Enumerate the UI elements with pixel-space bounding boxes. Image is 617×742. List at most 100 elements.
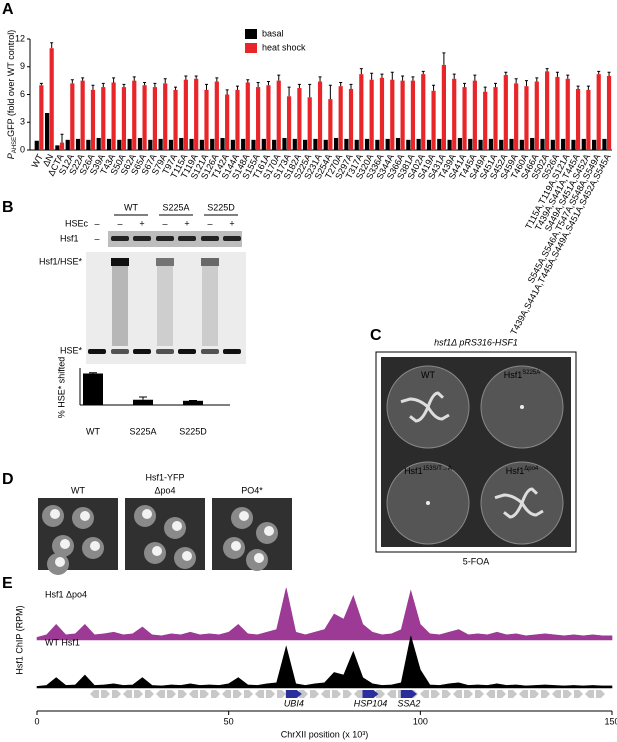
bar: [488, 138, 494, 150]
bar: [75, 138, 81, 150]
gene-arrow: [530, 690, 539, 698]
bar: [354, 139, 359, 150]
bar: [292, 138, 297, 150]
bar: [163, 83, 168, 150]
bar: [431, 90, 436, 150]
bar: [245, 82, 250, 150]
panel-label: C: [370, 327, 382, 344]
free-probe: [111, 349, 129, 354]
error-bar: [555, 71, 559, 77]
x-tick-label: S225A: [129, 426, 156, 436]
error-bar: [50, 42, 54, 49]
gene-arrow: [222, 690, 231, 698]
bar: [317, 81, 323, 150]
error-bar: [184, 75, 188, 80]
nucleus: [182, 551, 192, 561]
x-tick-label: 0: [34, 716, 39, 726]
bar: [561, 138, 566, 150]
error-bar: [566, 74, 570, 79]
bar: [65, 139, 70, 150]
error-bar: [122, 83, 126, 88]
error-bar: [287, 86, 291, 97]
bar: [90, 89, 96, 150]
gene-highlight: [285, 690, 302, 698]
error-bar: [194, 75, 198, 79]
free-probe: [133, 349, 151, 354]
gene-arrow: [376, 690, 385, 698]
bar: [338, 86, 343, 150]
bar: [426, 139, 432, 150]
streak: [426, 406, 450, 421]
gene-arrow: [156, 690, 165, 698]
y-tick-label: 12: [15, 33, 25, 43]
spot: [426, 501, 430, 505]
error-bar: [174, 86, 178, 90]
bar: [49, 48, 54, 150]
bar: [400, 80, 405, 150]
nucleus: [172, 521, 182, 531]
micro-title: Hsf1-YFP: [145, 472, 184, 482]
bar: [230, 139, 235, 150]
error-bar: [545, 68, 549, 72]
bar: [313, 138, 318, 150]
nucleus: [264, 526, 274, 536]
gene-arrow: [431, 690, 440, 698]
bar: [472, 80, 477, 150]
bar: [606, 76, 612, 150]
hsf1-sign: –: [94, 233, 99, 243]
error-bar: [339, 81, 343, 87]
error-bar: [597, 70, 601, 75]
gene-highlight: [400, 690, 417, 698]
nucleus: [90, 541, 100, 551]
smear: [202, 266, 218, 346]
sample-label: S225A: [162, 202, 189, 212]
bar: [142, 85, 147, 150]
bar: [540, 138, 545, 150]
nucleus: [50, 509, 60, 519]
gene-arrow: [563, 690, 572, 698]
error-bar: [215, 77, 219, 82]
gene-arrow: [101, 690, 110, 698]
streak: [520, 487, 539, 504]
bar: [303, 139, 308, 150]
error-bar: [328, 84, 332, 100]
bar: [447, 139, 452, 150]
legend-label: basal: [262, 28, 284, 38]
error-bar: [308, 83, 312, 98]
streak: [494, 493, 523, 505]
track-label: Hsf1 Δpo4: [45, 589, 87, 599]
area: [36, 635, 613, 689]
bar: [503, 75, 508, 150]
bar: [452, 78, 457, 150]
gene-arrow: [90, 690, 99, 698]
gene-arrow: [354, 690, 363, 698]
error-bar: [390, 71, 394, 80]
bar: [375, 139, 380, 150]
bar: [379, 77, 385, 150]
gene-arrow: [475, 690, 484, 698]
western-strip: [108, 231, 242, 247]
bar: [462, 87, 467, 150]
nucleus: [231, 541, 241, 551]
gene-arrow: [145, 690, 154, 698]
bar: [390, 79, 395, 150]
gene-arrow: [112, 690, 121, 698]
gene-arrow: [277, 690, 286, 698]
bar: [348, 88, 354, 150]
plate-label-main: Hsf1: [506, 466, 525, 476]
bar: [596, 74, 601, 150]
gel: [86, 252, 246, 364]
bar: [179, 137, 184, 150]
nucleus: [254, 553, 264, 563]
bar: [152, 87, 157, 150]
gene-arrow: [420, 690, 429, 698]
bar: [359, 74, 364, 150]
gene-arrow: [497, 690, 506, 698]
band-label: HSE*: [60, 345, 83, 355]
error-bar: [349, 83, 353, 89]
bar: [44, 113, 50, 150]
gene-arrow: [332, 690, 341, 698]
western-band: [111, 236, 129, 241]
error-bar: [411, 76, 415, 81]
bar: [189, 138, 194, 150]
